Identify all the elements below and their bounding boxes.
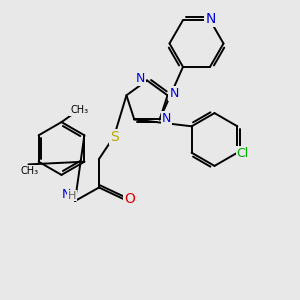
Text: N: N bbox=[136, 72, 145, 86]
Text: N: N bbox=[62, 188, 71, 201]
Text: CH₃: CH₃ bbox=[70, 105, 88, 115]
Text: N: N bbox=[162, 112, 171, 125]
Text: N: N bbox=[206, 12, 216, 26]
Text: H: H bbox=[68, 190, 76, 201]
Text: N: N bbox=[169, 87, 179, 100]
Text: S: S bbox=[110, 130, 119, 144]
Text: O: O bbox=[124, 192, 135, 206]
Text: Cl: Cl bbox=[237, 147, 249, 161]
Text: CH₃: CH₃ bbox=[20, 166, 38, 176]
